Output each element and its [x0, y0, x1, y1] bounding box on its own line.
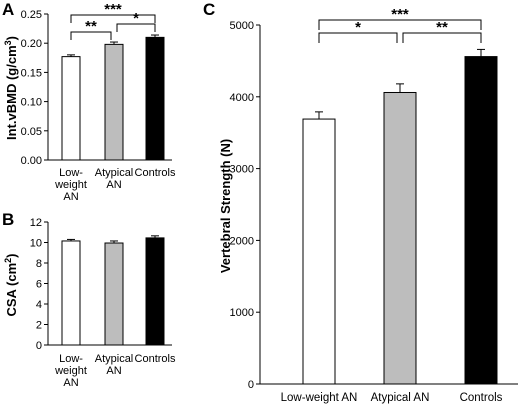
y-tick-label: 5000: [230, 20, 254, 32]
significance-stars: **: [436, 19, 448, 36]
significance-bracket: [70, 31, 112, 40]
y-tick-label: 12: [30, 217, 42, 229]
y-tick-label: 3000: [230, 164, 254, 176]
category-label: Controls: [135, 353, 176, 365]
category-label: AN: [106, 365, 121, 377]
panel-c-ylabel: Vertebral Strength (N): [218, 139, 233, 273]
bar-controls: [464, 56, 498, 385]
y-tick-label: 0.20: [21, 38, 42, 50]
y-tick-label: 4000: [230, 92, 254, 104]
significance-stars: ***: [391, 6, 409, 23]
bar-controls: [145, 36, 165, 161]
y-tick-label: 0.05: [21, 126, 42, 138]
y-tick-label: 10: [30, 238, 42, 250]
significance-stars: ***: [104, 1, 122, 18]
bar-controls: [145, 237, 165, 346]
panel-a: A Int.vBMD (g/cm3) 0.00 0.05 0.10 0.15 0.20 0…: [2, 0, 176, 203]
category-label: Low-: [59, 167, 83, 179]
bar-low-weight: [61, 56, 81, 161]
category-label: Low-weight AN: [281, 392, 358, 404]
panel-b: B CSA (cm2) 024681012Low-weightANAtypica…: [2, 210, 176, 389]
y-tick-label: 6: [36, 279, 42, 291]
y-tick-label: 0.10: [21, 97, 42, 109]
y-tick-label: 4: [36, 299, 42, 311]
category-label: Controls: [135, 167, 176, 179]
category-label: weight: [54, 365, 87, 377]
panel-a-ylabel: Int.vBMD (g/cm3): [3, 36, 19, 140]
significance-bracket: [318, 32, 398, 43]
significance-bracket: [116, 23, 156, 32]
panel-c-letter: C: [203, 0, 215, 19]
category-label: AN: [63, 191, 78, 203]
significance-bracket: [318, 19, 482, 30]
bar-atypical: [383, 91, 417, 385]
y-tick-label: 0: [36, 340, 42, 352]
y-tick-label: 2000: [230, 235, 254, 247]
panel-c: C Vertebral Strength (N) 0 1000 2000 3000 40…: [203, 0, 518, 404]
y-tick-label: 2: [36, 320, 42, 332]
category-label: Atypical AN: [371, 392, 430, 404]
y-tick-label: 0.15: [21, 67, 42, 79]
category-label: AN: [63, 377, 78, 389]
bar-low-weight: [61, 240, 81, 346]
bar-low-weight: [302, 118, 336, 385]
y-tick-label: 0.25: [21, 9, 42, 21]
significance-stars: *: [355, 19, 361, 36]
significance-bracket: [402, 32, 482, 43]
category-label: weight: [54, 179, 87, 191]
panel-a-letter: A: [2, 0, 14, 19]
y-tick-label: 0: [248, 379, 254, 391]
panel-b-ylabel: CSA (cm2): [3, 253, 19, 316]
bar-atypical: [104, 242, 124, 346]
category-label: Low-: [59, 353, 83, 365]
panel-b-letter: B: [2, 210, 14, 229]
category-label: Controls: [460, 392, 503, 404]
y-tick-label: 8: [36, 258, 42, 270]
y-tick-label: 1000: [230, 307, 254, 319]
category-label: Atypical: [95, 353, 134, 365]
significance-stars: **: [85, 18, 97, 35]
bar-atypical: [104, 43, 124, 161]
significance-bracket: [70, 14, 156, 23]
y-tick-label: 0.00: [21, 155, 42, 167]
category-label: AN: [106, 179, 121, 191]
category-label: Atypical: [95, 167, 134, 179]
significance-stars: *: [133, 10, 139, 27]
